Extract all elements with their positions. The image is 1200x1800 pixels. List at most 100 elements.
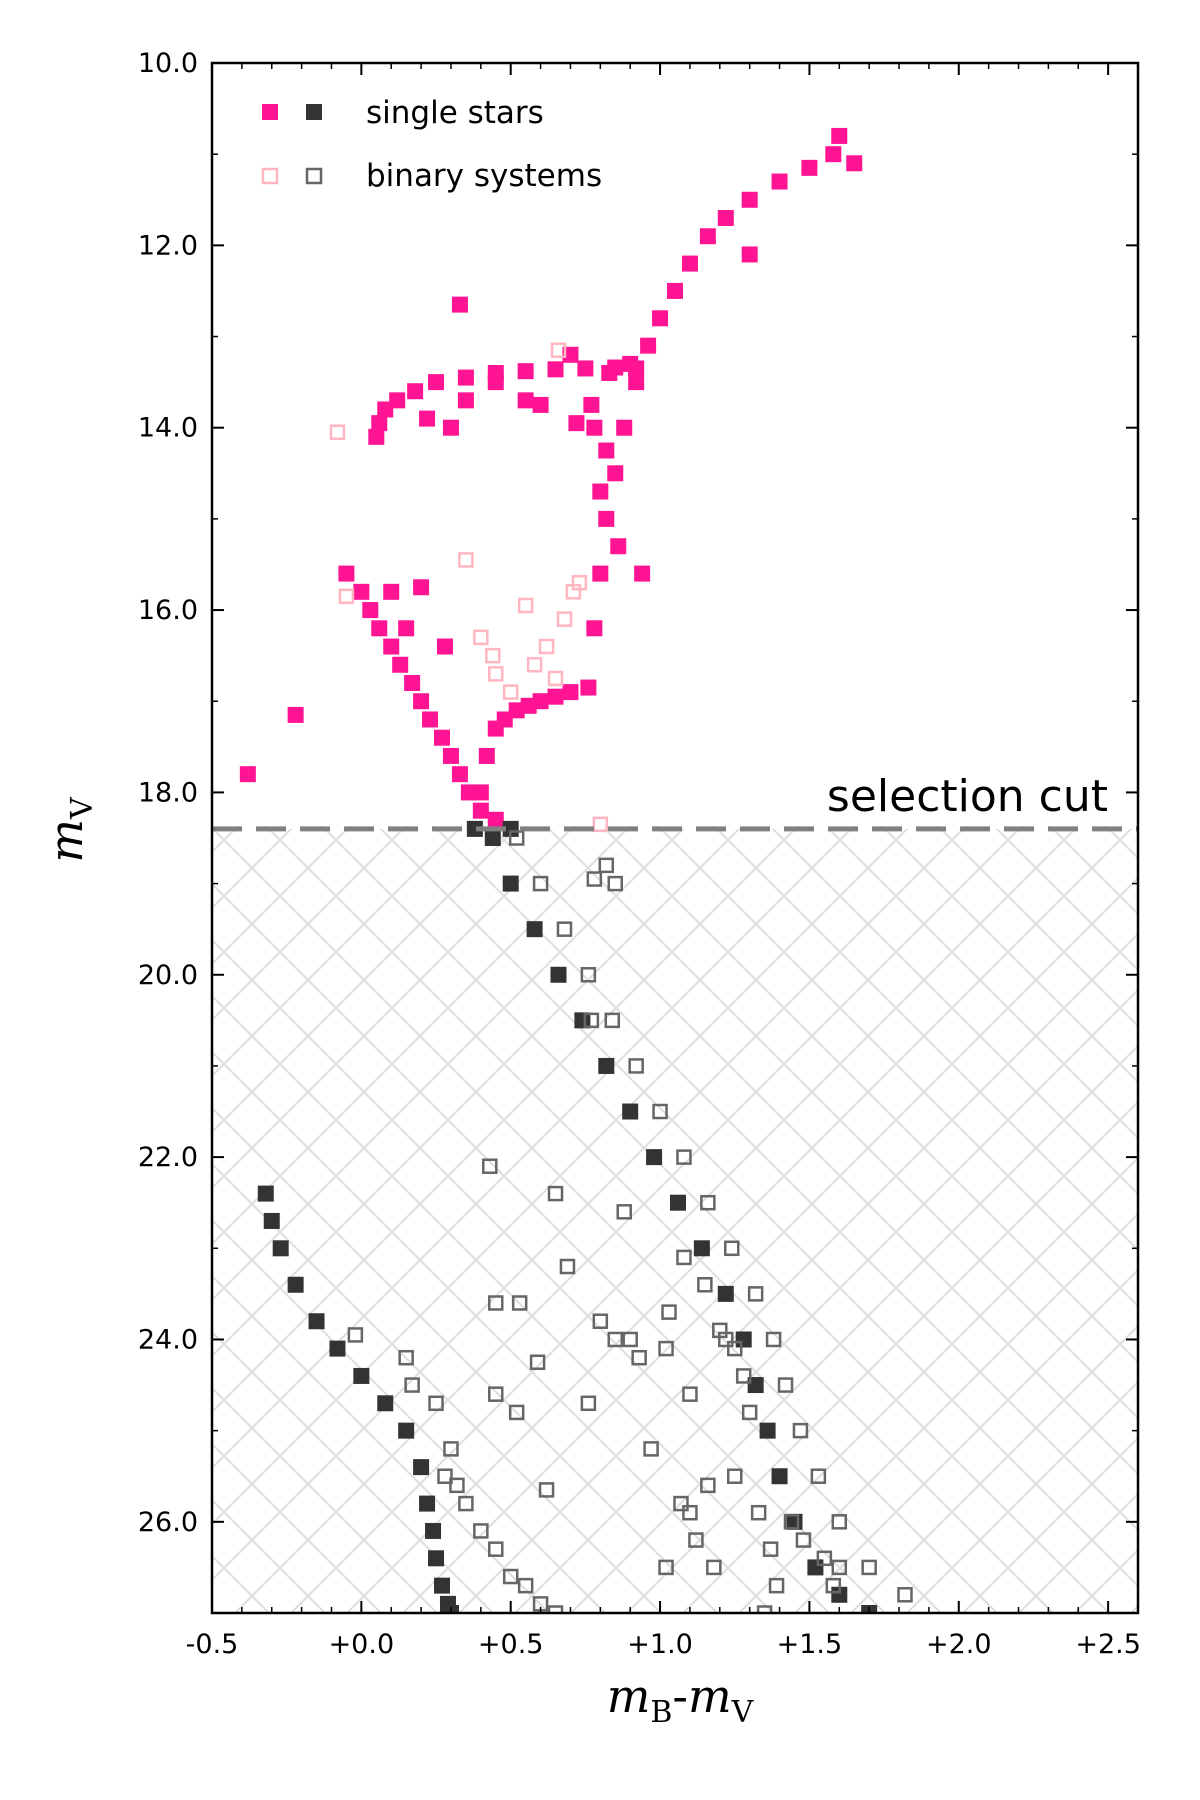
data-point (517, 392, 534, 409)
data-point (460, 784, 477, 801)
data-point (741, 246, 758, 263)
data-point (783, 1514, 800, 1530)
data-point (451, 766, 468, 783)
data-point (287, 706, 304, 723)
data-point (559, 1258, 576, 1275)
data-point (457, 369, 474, 386)
data-point (765, 1331, 782, 1348)
data-point (846, 155, 863, 172)
data-point (592, 483, 609, 500)
data-point (466, 820, 483, 837)
data-point (807, 1559, 824, 1576)
data-point (622, 355, 639, 372)
legend: single stars binary systems (261, 95, 602, 194)
data-point (436, 638, 453, 655)
data-point (458, 552, 474, 568)
data-point (547, 1605, 564, 1613)
data-point (607, 1331, 624, 1348)
data-point (413, 1459, 430, 1476)
data-point (735, 1331, 752, 1348)
data-point (598, 510, 615, 527)
data-point (272, 1240, 289, 1257)
data-point (392, 656, 409, 673)
data-point (473, 629, 489, 646)
legend-binary-label: binary systems (366, 158, 602, 194)
data-point (586, 620, 603, 637)
data-point (771, 1468, 788, 1485)
data-point (398, 1422, 415, 1439)
x-tick-label: +1.0 (627, 1629, 693, 1660)
data-point (831, 127, 848, 144)
data-point (529, 1354, 546, 1371)
x-tick-label: +1.5 (777, 1629, 843, 1660)
data-point (502, 820, 519, 837)
data-point (383, 638, 400, 655)
data-point (482, 1158, 498, 1174)
data-point (681, 255, 698, 272)
data-point (488, 1541, 504, 1557)
data-point (658, 1559, 674, 1576)
data-point (422, 711, 439, 728)
data-point (631, 1349, 647, 1366)
data-point (517, 1577, 534, 1594)
data-point (607, 875, 624, 892)
x-tick-label: -0.5 (186, 1629, 239, 1660)
legend-single-marker-bright (262, 104, 278, 120)
data-point (428, 1550, 445, 1567)
data-point (768, 1577, 785, 1594)
data-point (532, 693, 549, 710)
data-point (362, 602, 379, 619)
data-point (556, 921, 573, 937)
data-point (434, 1577, 451, 1594)
data-point (473, 1523, 489, 1539)
data-point (676, 1149, 692, 1165)
y-tick-label: 14.0 (138, 413, 198, 444)
data-point (792, 1422, 809, 1439)
data-point (485, 647, 501, 664)
data-point (419, 1495, 436, 1512)
data-point (643, 1441, 659, 1457)
data-point (604, 1012, 621, 1029)
data-point (622, 1103, 639, 1120)
data-point (488, 666, 504, 682)
data-point (661, 1304, 677, 1320)
data-point (583, 1012, 600, 1029)
data-point (741, 191, 758, 208)
data-point (580, 967, 597, 983)
y-tick-label: 22.0 (138, 1142, 198, 1173)
legend-binary-marker-bright (261, 167, 279, 185)
data-point (741, 1404, 758, 1421)
data-point (810, 1468, 827, 1484)
data-point (667, 282, 683, 299)
data-point (586, 419, 603, 436)
data-point (771, 173, 788, 190)
data-point (556, 611, 573, 627)
data-point (568, 415, 585, 432)
data-point (562, 684, 579, 701)
plot-frame (210, 61, 1140, 1615)
data-point (652, 310, 669, 327)
data-point (697, 1277, 713, 1293)
data-point (825, 1577, 842, 1594)
data-point (592, 816, 609, 833)
data-point (726, 1340, 743, 1357)
data-point (428, 374, 445, 391)
data-point (897, 1587, 913, 1603)
selection-cut-label: selection cut (827, 771, 1108, 822)
data-point (371, 415, 388, 432)
data-point (706, 1559, 722, 1576)
data-point (398, 1349, 414, 1366)
data-point (634, 565, 651, 582)
data-point (676, 1249, 692, 1266)
data-point (622, 1331, 638, 1348)
data-point (562, 346, 579, 363)
data-point (451, 296, 468, 313)
data-point (488, 1386, 504, 1402)
data-point (428, 1395, 444, 1412)
data-point (338, 565, 355, 582)
data-point (831, 1559, 848, 1576)
data-point (532, 875, 549, 892)
data-point (592, 1313, 609, 1329)
data-point (484, 830, 501, 846)
series-3 (239, 127, 863, 783)
